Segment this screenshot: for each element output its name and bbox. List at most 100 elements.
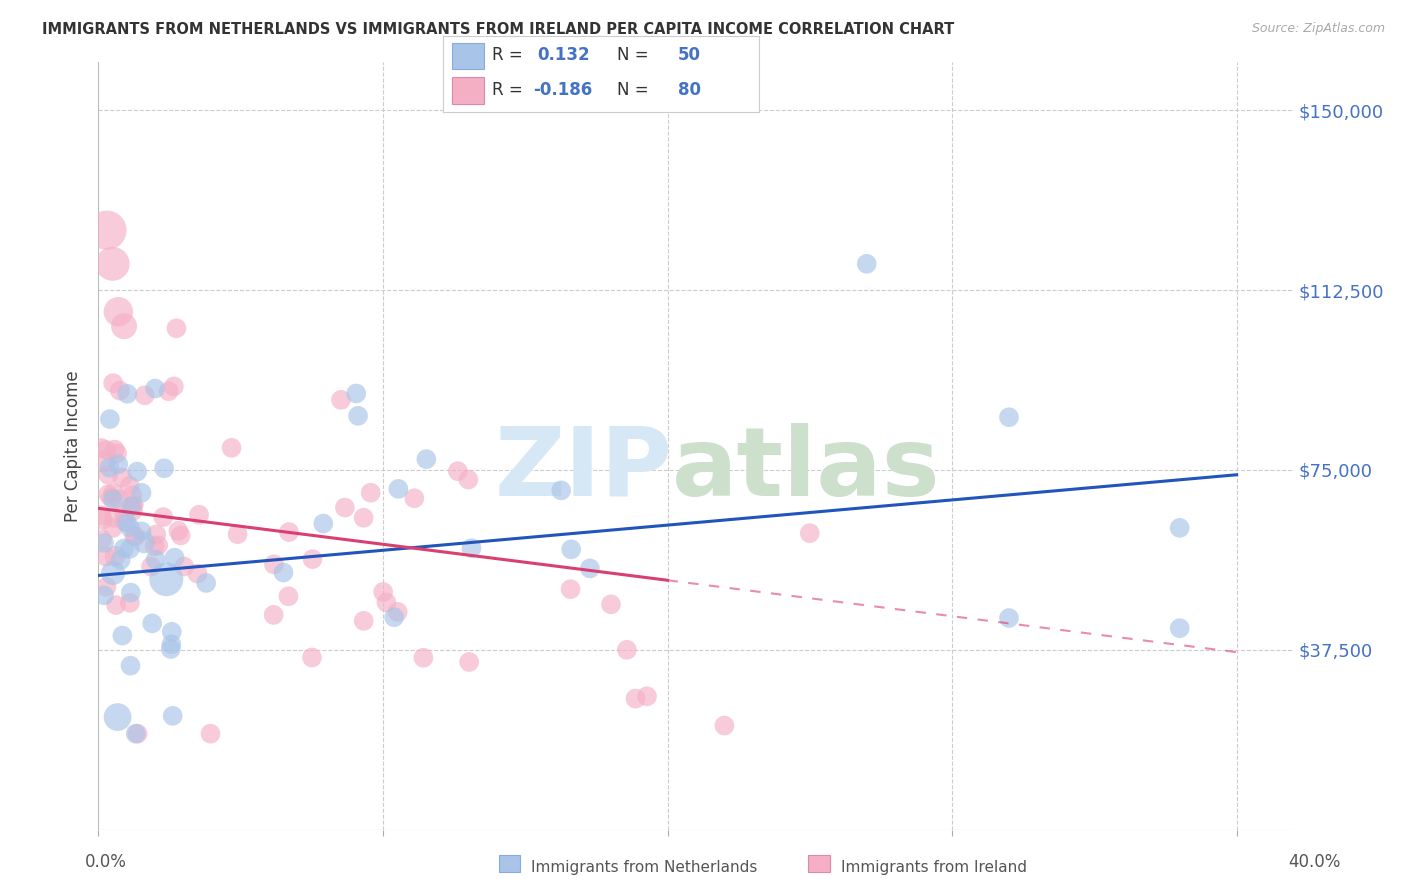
Point [404,491,426,506]
Point [141,616,163,631]
Point [105,598,128,612]
Point [278,525,301,540]
Text: 80: 80 [678,81,702,99]
Point [120,658,142,673]
Point [387,482,409,496]
Point [101,492,124,507]
Point [131,524,153,539]
Text: 40.0%: 40.0% [1288,853,1341,871]
Text: R =: R = [492,46,523,64]
Point [103,376,125,391]
Point [412,650,434,665]
Point [114,514,136,528]
Point [382,610,405,624]
Point [998,410,1021,425]
Text: 0.0%: 0.0% [84,853,127,871]
Point [579,561,602,575]
Point [121,488,143,502]
Point [263,558,285,572]
Point [118,479,141,493]
Text: 0.132: 0.132 [537,46,589,64]
Point [415,452,437,467]
Point [96,580,118,594]
Point [122,498,145,512]
Point [855,257,877,271]
Point [143,540,166,554]
Point [159,642,181,657]
Point [107,458,129,472]
Point [107,304,129,318]
Point [157,384,180,399]
Point [344,386,367,401]
Point [118,541,141,556]
Point [101,257,124,271]
Point [134,388,156,402]
Point [91,513,114,527]
Point [96,442,118,457]
Point [375,595,398,609]
Point [277,589,299,603]
Point [100,491,122,505]
Point [105,446,128,460]
Point [713,718,735,732]
Point [118,520,141,534]
Text: Source: ZipAtlas.com: Source: ZipAtlas.com [1251,22,1385,36]
Point [90,441,112,455]
Text: 50: 50 [678,46,702,64]
Point [118,596,141,610]
Point [93,454,115,468]
Point [121,499,143,513]
Point [560,542,582,557]
Point [173,559,195,574]
Point [998,611,1021,625]
Point [600,597,623,611]
Point [108,384,131,398]
Text: ZIP: ZIP [494,423,672,516]
Point [226,527,249,541]
Point [93,588,115,602]
Point [163,550,186,565]
Point [353,614,375,628]
Y-axis label: Per Capita Income: Per Capita Income [65,370,83,522]
Point [152,510,174,524]
Point [103,486,125,500]
Point [153,461,176,475]
Point [387,605,409,619]
Point [371,585,394,599]
Point [143,382,166,396]
Point [550,483,572,498]
Point [98,460,121,475]
Point [145,527,167,541]
Point [195,576,218,591]
Point [301,552,323,566]
Text: IMMIGRANTS FROM NETHERLANDS VS IMMIGRANTS FROM IRELAND PER CAPITA INCOME CORRELA: IMMIGRANTS FROM NETHERLANDS VS IMMIGRANT… [42,22,955,37]
Point [616,642,638,657]
Point [273,566,295,580]
Point [1168,621,1191,635]
Point [111,470,134,484]
Point [125,726,148,740]
Point [90,508,112,523]
Point [97,487,120,501]
Point [101,521,124,535]
Point [112,541,135,556]
Point [132,535,155,549]
Point [1168,521,1191,535]
Text: Immigrants from Netherlands: Immigrants from Netherlands [531,861,758,875]
Point [636,690,658,704]
Point [312,516,335,531]
Point [301,650,323,665]
Text: N =: N = [617,81,648,99]
Text: Immigrants from Ireland: Immigrants from Ireland [841,861,1026,875]
Point [186,566,208,581]
Point [97,467,120,482]
Point [124,529,146,543]
Point [347,409,370,423]
Point [94,549,117,564]
Point [560,582,582,596]
Point [447,464,470,478]
Point [457,473,479,487]
Point [170,528,193,542]
Point [120,585,142,599]
Point [112,507,135,521]
